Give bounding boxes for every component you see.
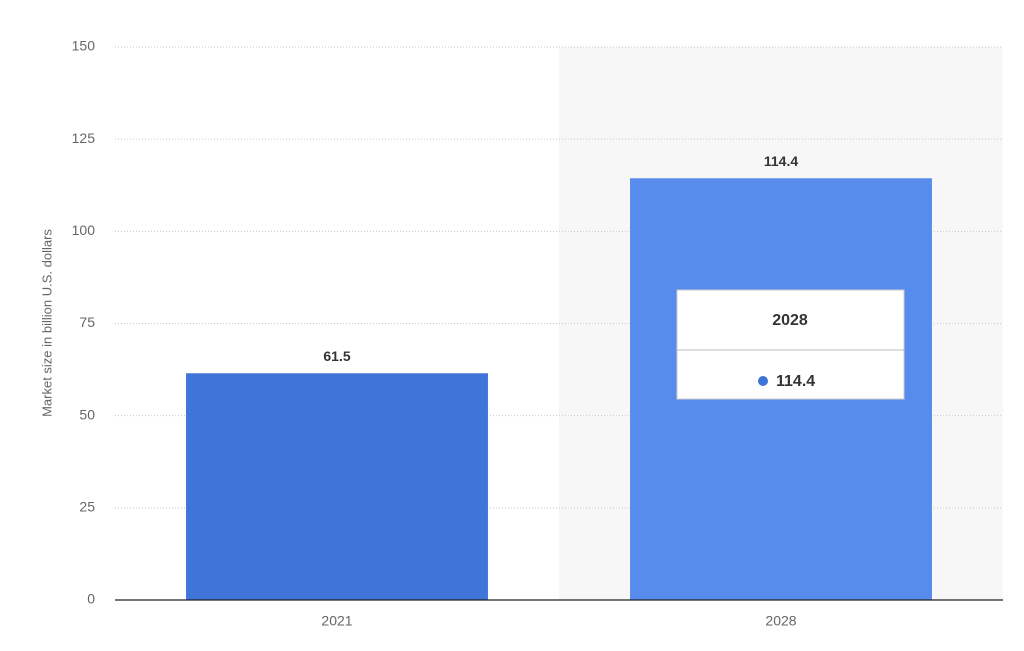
bar bbox=[186, 373, 488, 600]
data-label: 114.4 bbox=[764, 153, 798, 169]
x-tick-label: 2028 bbox=[765, 613, 796, 629]
y-axis-label: Market size in billion U.S. dollars bbox=[39, 229, 54, 417]
y-tick-label: 75 bbox=[79, 314, 95, 330]
y-tick-label: 125 bbox=[72, 130, 96, 146]
tooltip-title: 2028 bbox=[772, 312, 808, 329]
x-tick-label: 2021 bbox=[321, 613, 352, 629]
tooltip-box bbox=[676, 289, 905, 400]
y-tick-label: 50 bbox=[79, 406, 95, 422]
tooltip: 2028 114.4 bbox=[676, 289, 905, 400]
y-tick-label: 0 bbox=[87, 591, 95, 607]
tooltip-value: 114.4 bbox=[776, 373, 815, 390]
y-tick-label: 25 bbox=[79, 499, 95, 515]
data-label: 61.5 bbox=[323, 348, 350, 364]
y-tick-label: 100 bbox=[72, 222, 96, 238]
y-tick-label: 150 bbox=[72, 38, 96, 54]
tooltip-dot bbox=[758, 376, 768, 386]
